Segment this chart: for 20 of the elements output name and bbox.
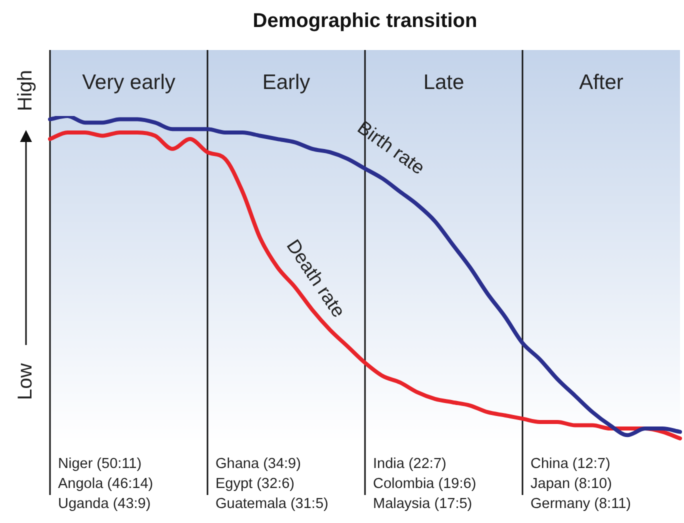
text: India (22:7) <box>373 456 446 472</box>
text: Early <box>262 70 311 94</box>
text: Birth rate <box>353 117 428 180</box>
text: Japan (8:10) <box>530 476 612 492</box>
text: Uganda (43:9) <box>58 496 151 512</box>
text: Germany (8:11) <box>530 496 631 512</box>
text: Guatemala (31:5) <box>216 496 328 512</box>
text: Late <box>423 70 464 94</box>
chart-title: Demographic transition <box>252 10 478 33</box>
text: High <box>14 70 37 112</box>
text: Low <box>14 362 37 400</box>
text: Malaysia (17:5) <box>373 496 472 512</box>
text: Very early <box>82 70 176 94</box>
text: Ghana (34:9) <box>216 456 301 472</box>
text: Egypt (32:6) <box>216 476 294 492</box>
text: Angola (46:14) <box>58 476 154 492</box>
text: China (12:7) <box>530 456 610 472</box>
text: After <box>579 70 624 94</box>
text: Niger (50:11) <box>58 456 142 472</box>
text: Colombia (19:6) <box>373 476 476 492</box>
